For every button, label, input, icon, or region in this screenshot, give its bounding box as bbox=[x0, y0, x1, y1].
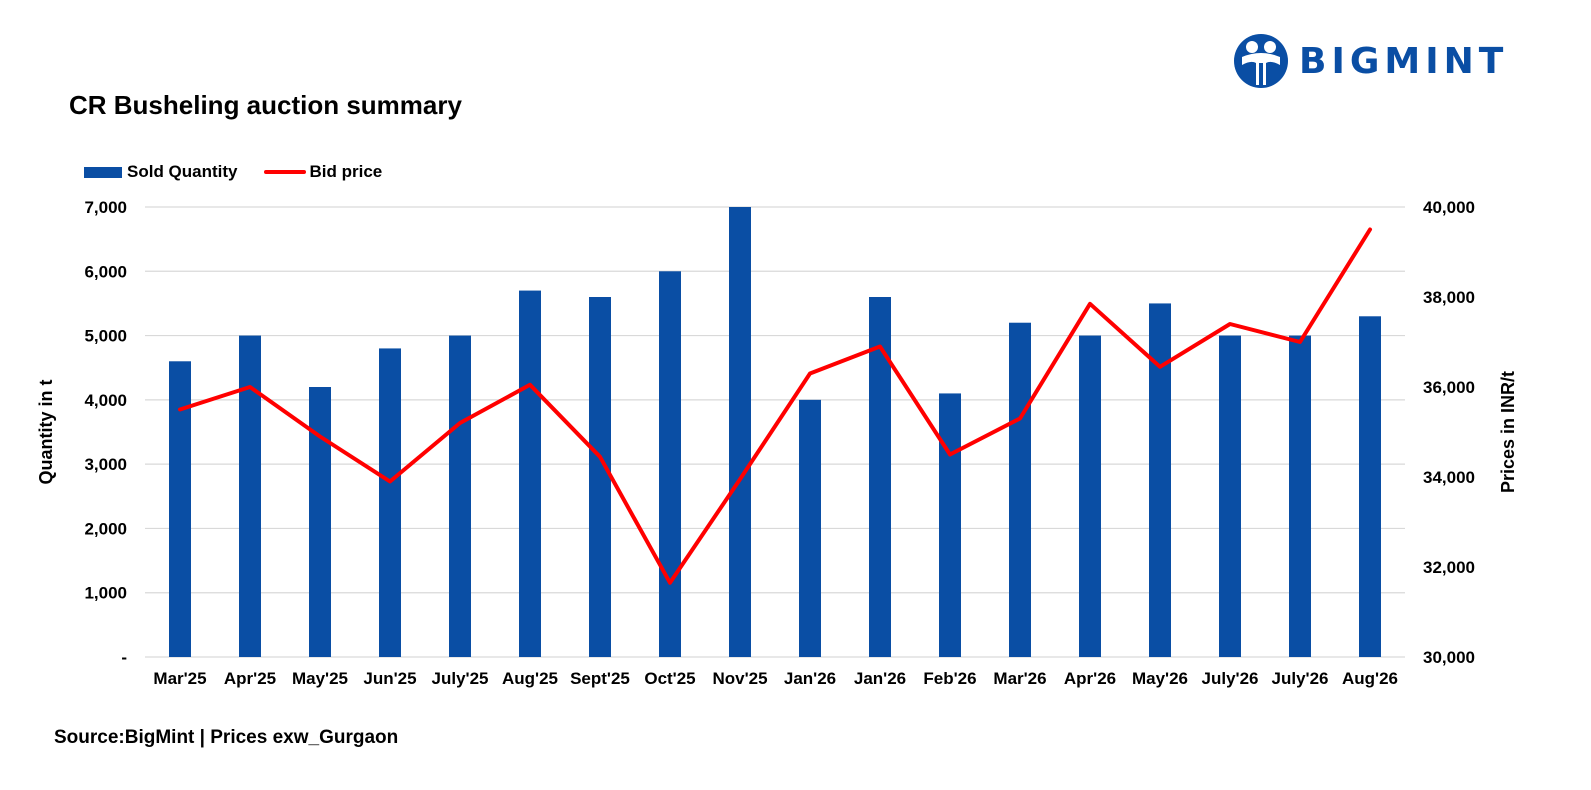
y-tick-label: 3,000 bbox=[84, 455, 127, 474]
y-axis-title: Quantity in t bbox=[36, 380, 56, 485]
x-tick-label: July'25 bbox=[432, 669, 489, 688]
bar-sold-quantity bbox=[449, 335, 471, 657]
bigmint-logo: BIGMINT bbox=[1233, 33, 1508, 89]
x-tick-label: Apr'25 bbox=[224, 669, 276, 688]
x-tick-label: Feb'26 bbox=[923, 669, 976, 688]
bar-sold-quantity bbox=[729, 207, 751, 657]
x-tick-label: Sept'25 bbox=[570, 669, 630, 688]
y-tick-label: 7,000 bbox=[84, 198, 127, 217]
x-tick-label: Jan'26 bbox=[784, 669, 836, 688]
y-tick-label: 1,000 bbox=[84, 584, 127, 603]
legend-label-bid-price: Bid price bbox=[309, 162, 383, 181]
y2-tick-label: 34,000 bbox=[1423, 468, 1475, 487]
legend-item-bid-price: Bid price bbox=[263, 162, 383, 182]
bar-sold-quantity bbox=[519, 290, 541, 657]
y-tick-label: 6,000 bbox=[84, 262, 127, 281]
bar-sold-quantity bbox=[799, 399, 821, 657]
bar-sold-quantity bbox=[309, 387, 331, 657]
y-tick-label: 5,000 bbox=[84, 327, 127, 346]
x-tick-label: Aug'25 bbox=[502, 669, 558, 688]
x-tick-label: Apr'26 bbox=[1064, 669, 1116, 688]
y2-tick-label: 32,000 bbox=[1423, 558, 1475, 577]
chart-title: CR Busheling auction summary bbox=[69, 90, 462, 120]
bar-sold-quantity bbox=[869, 297, 891, 657]
y-tick-label: 4,000 bbox=[84, 391, 127, 410]
x-tick-label: Mar'26 bbox=[993, 669, 1046, 688]
bar-sold-quantity bbox=[589, 297, 611, 657]
x-tick-label: July'26 bbox=[1272, 669, 1329, 688]
bar-sold-quantity bbox=[659, 271, 681, 657]
x-tick-label: July'26 bbox=[1202, 669, 1259, 688]
bar-sold-quantity bbox=[1149, 303, 1171, 657]
bar-sold-quantity bbox=[239, 335, 261, 657]
source-note: Source:BigMint | Prices exw_Gurgaon bbox=[54, 727, 399, 748]
legend-swatch-bid-price bbox=[263, 170, 306, 174]
y2-axis-title: Prices in INR/t bbox=[1498, 371, 1518, 493]
bar-sold-quantity bbox=[1219, 335, 1241, 657]
x-tick-label: Mar'25 bbox=[153, 669, 206, 688]
x-tick-label: Aug'26 bbox=[1342, 669, 1398, 688]
x-tick-label: Jan'26 bbox=[854, 669, 906, 688]
legend-item-sold-quantity: Sold Quantity bbox=[84, 162, 238, 182]
y2-tick-label: 40,000 bbox=[1423, 198, 1475, 217]
x-tick-label: May'26 bbox=[1132, 669, 1188, 688]
bar-sold-quantity bbox=[1009, 322, 1031, 657]
bar-sold-quantity bbox=[1289, 335, 1311, 657]
bigmint-logo-icon bbox=[1234, 34, 1288, 88]
bar-sold-quantity bbox=[1359, 316, 1381, 657]
x-tick-label: Jun'25 bbox=[363, 669, 416, 688]
bar-sold-quantity bbox=[379, 348, 401, 657]
y-tick-label: - bbox=[121, 648, 127, 667]
bar-sold-quantity bbox=[1079, 335, 1101, 657]
legend-swatch-sold-quantity bbox=[84, 166, 122, 178]
line-bid-price bbox=[178, 227, 1372, 585]
bigmint-logo-text: BIGMINT bbox=[1299, 40, 1509, 82]
y2-tick-label: 30,000 bbox=[1423, 648, 1475, 667]
bar-sold-quantity bbox=[169, 361, 191, 657]
legend-label-sold-quantity: Sold Quantity bbox=[127, 162, 238, 181]
chart-legend: Sold Quantity Bid price bbox=[84, 162, 408, 182]
bar-sold-quantity bbox=[939, 393, 961, 657]
y-tick-label: 2,000 bbox=[84, 519, 127, 538]
x-tick-label: Nov'25 bbox=[712, 669, 767, 688]
y2-tick-label: 36,000 bbox=[1423, 378, 1475, 397]
y2-tick-label: 38,000 bbox=[1423, 288, 1475, 307]
x-tick-label: Oct'25 bbox=[644, 669, 695, 688]
x-tick-label: May'25 bbox=[292, 669, 348, 688]
